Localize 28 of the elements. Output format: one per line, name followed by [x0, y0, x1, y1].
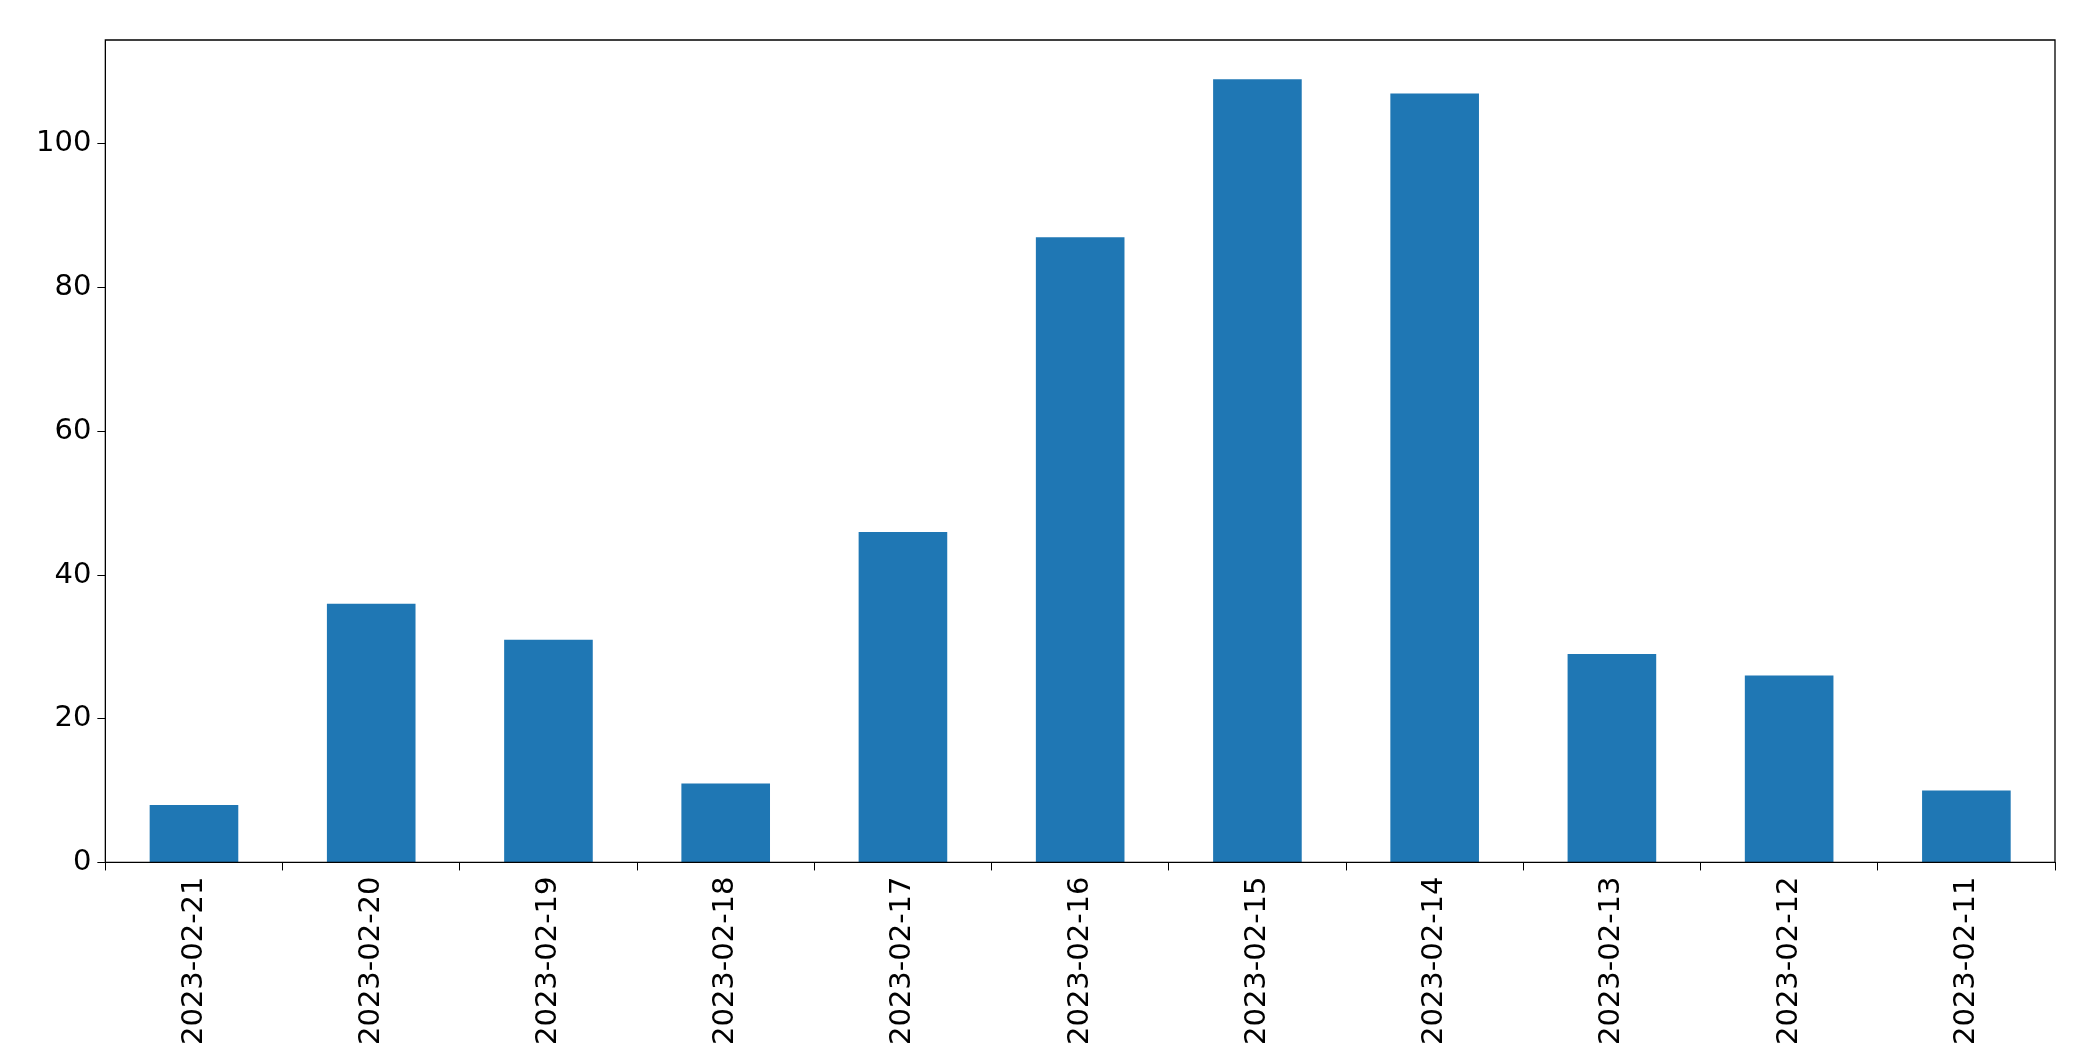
bar	[681, 783, 771, 862]
y-tick-label: 40	[54, 555, 92, 590]
bar	[858, 531, 948, 862]
bar	[1744, 675, 1834, 862]
y-tick-label: 100	[35, 124, 92, 159]
bar	[504, 639, 593, 862]
bar	[1213, 79, 1302, 862]
x-tick-label: 2023-02-20	[351, 876, 386, 1046]
y-tick-label: 60	[54, 411, 92, 446]
x-tick-label: 2023-02-18	[706, 876, 741, 1046]
bar	[326, 603, 416, 862]
x-tick-label: 2023-02-14	[1415, 876, 1450, 1046]
x-tick-label: 2023-02-15	[1237, 876, 1272, 1046]
x-tick-label: 2023-02-19	[528, 876, 563, 1046]
y-tick-label: 20	[54, 699, 92, 734]
bar	[1922, 790, 2011, 862]
x-tick-label: 2023-02-12	[1769, 876, 1804, 1046]
bar	[149, 804, 239, 862]
y-tick-label: 0	[72, 843, 92, 877]
bar	[1567, 654, 1657, 862]
x-tick-label: 2023-02-16	[1060, 876, 1095, 1046]
x-tick-label: 2023-02-17	[883, 876, 918, 1046]
bar	[1035, 237, 1125, 862]
bar	[1390, 93, 1479, 862]
x-tick-label: 2023-02-21	[174, 876, 209, 1046]
x-tick-label: 2023-02-13	[1592, 876, 1627, 1046]
y-tick-label: 80	[54, 268, 92, 303]
x-tick-label: 2023-02-11	[1946, 876, 1981, 1046]
